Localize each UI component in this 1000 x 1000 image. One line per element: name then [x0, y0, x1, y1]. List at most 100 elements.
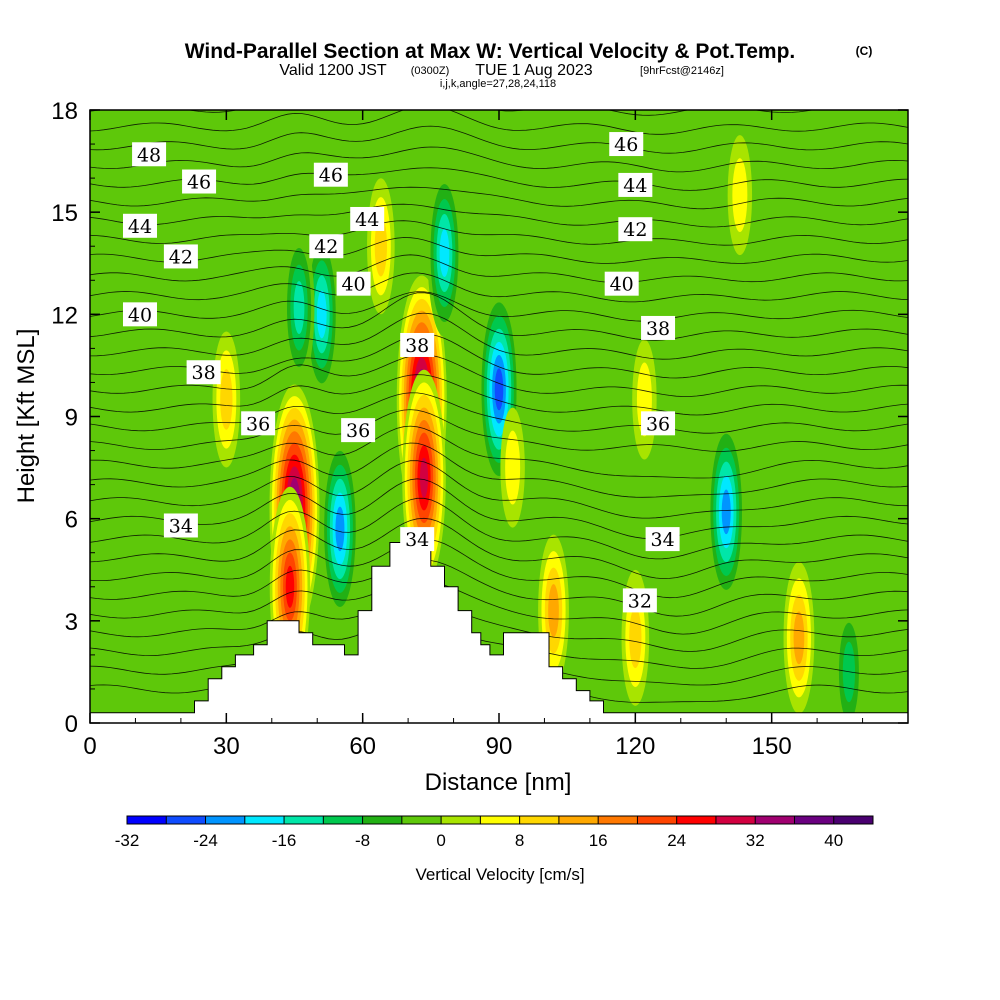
isentrope-label-text: 32: [628, 590, 652, 612]
velocity-cell: [427, 169, 462, 338]
colorbar-swatch: [441, 816, 481, 824]
isentrope-label: 46: [182, 169, 217, 194]
colorbar-swatch: [166, 816, 207, 824]
isentrope-label-box: [122, 302, 157, 327]
isentrope-label: 36: [641, 411, 676, 436]
isentrope-label-text: 44: [623, 175, 647, 197]
colorbar-tick-label: 40: [824, 831, 843, 850]
isentrope-line: [90, 442, 908, 498]
valid-time: Valid 1200 JST: [279, 62, 387, 79]
isentrope-label-text: 34: [169, 515, 193, 537]
colorbar-swatch: [480, 816, 521, 824]
isentrope-label-box: [400, 527, 435, 552]
velocity-contour: [439, 229, 450, 278]
valid-utc: (0300Z): [411, 65, 450, 77]
isentrope-label-text: 36: [346, 420, 370, 442]
colorbar-swatch: [637, 816, 678, 824]
velocity-contour: [220, 369, 233, 430]
x-tick-label: 150: [752, 733, 792, 760]
isentrope-label: 40: [604, 271, 639, 296]
isentrope-line: [90, 186, 908, 210]
isentrope-line: [90, 237, 908, 264]
isentrope-label: 34: [400, 527, 435, 552]
isentrope-label: 48: [132, 142, 167, 167]
isentrope-line: [90, 559, 908, 617]
velocity-contour: [419, 457, 429, 498]
isentrope-label-box: [163, 513, 198, 538]
y-tick-label: 6: [65, 507, 78, 534]
x-tick-label: 120: [615, 733, 655, 760]
x-tick-label: 60: [349, 733, 376, 760]
isentrope-label-box: [609, 132, 644, 157]
colorbar-tick-label: 8: [515, 831, 524, 850]
colorbar-tick-label: -16: [272, 831, 297, 850]
isentrope-label: 34: [163, 513, 198, 538]
isentrope-label-text: 36: [246, 413, 270, 435]
isentrope-line: [90, 425, 908, 479]
isentrope-label: 38: [400, 332, 435, 357]
colorbar-tick-label: -24: [193, 831, 218, 850]
isentrope-line: [90, 110, 908, 135]
isentrope-label-text: 40: [610, 274, 634, 296]
colorbar-swatch: [127, 816, 167, 824]
isentrope-label-text: 44: [128, 216, 152, 238]
isentrope-label-box: [132, 142, 167, 167]
colorbar-swatch: [519, 816, 560, 824]
isentrope-label: 40: [336, 271, 371, 296]
velocity-contour: [293, 281, 305, 334]
colorbar-swatch: [362, 816, 403, 824]
colorbar-swatch: [794, 816, 835, 824]
y-tick-label: 3: [65, 609, 78, 636]
isentrope-label-text: 48: [137, 144, 161, 166]
isentrope-label-text: 38: [405, 335, 429, 357]
colorbar-tick-label: 16: [589, 831, 608, 850]
isentrope-line: [90, 497, 908, 560]
grid-indices: i,j,k,angle=27,28,24,118: [440, 78, 556, 90]
x-axis-label: Distance [nm]: [425, 769, 572, 796]
isentrope-line: [90, 374, 908, 416]
isentrope-line: [90, 354, 908, 397]
velocity-cell: [727, 135, 753, 256]
isentrope-line: [90, 409, 908, 452]
colorbar-tick-label: 32: [746, 831, 765, 850]
isentrope-label-box: [313, 162, 348, 187]
isentrope-line: [90, 291, 908, 322]
isentrope-label-text: 42: [314, 236, 338, 258]
isentrope-line: [90, 579, 908, 635]
isentrope-label-box: [336, 271, 371, 296]
isentrope-label-text: 42: [169, 246, 193, 268]
terrain-profile: [90, 542, 908, 723]
isentrope-label-box: [241, 411, 276, 436]
isentrope-line: [90, 292, 908, 341]
colorbar-label: Vertical Velocity [cm/s]: [415, 865, 584, 884]
velocity-cell: [321, 436, 359, 621]
isentrope-label-box: [641, 315, 676, 340]
isentrope-label-box: [163, 244, 198, 269]
x-tick-label: 30: [213, 733, 240, 760]
isentrope-label: 42: [618, 217, 653, 242]
isentrope-label: 46: [609, 132, 644, 157]
isentrope-label-text: 34: [651, 529, 675, 551]
isentrope-label: 40: [122, 302, 157, 327]
colorbar-tick-label: 0: [436, 831, 445, 850]
isentrope-label: 34: [645, 527, 680, 552]
colorbar-swatch: [323, 816, 364, 824]
isentrope-label: 42: [309, 234, 344, 259]
isentrope-label-text: 40: [128, 304, 152, 326]
colorbar-swatch: [284, 816, 324, 824]
y-tick-label: 12: [51, 302, 78, 329]
isentrope-label-text: 38: [646, 318, 670, 340]
copyright-mark: (C): [856, 44, 873, 58]
chart-title: Wind-Parallel Section at Max W: Vertical…: [185, 40, 796, 63]
velocity-cell: [500, 407, 525, 528]
isentrope-label-box: [618, 172, 653, 197]
isentrope-line: [90, 460, 908, 519]
colorbar-swatch: [715, 816, 756, 824]
isentrope-label-box: [622, 588, 657, 613]
colorbar-tick-label: -8: [355, 831, 370, 850]
isentrope-line: [90, 538, 908, 599]
velocity-contour: [793, 611, 805, 665]
velocity-contour: [285, 565, 295, 608]
isentrope-label-box: [604, 271, 639, 296]
